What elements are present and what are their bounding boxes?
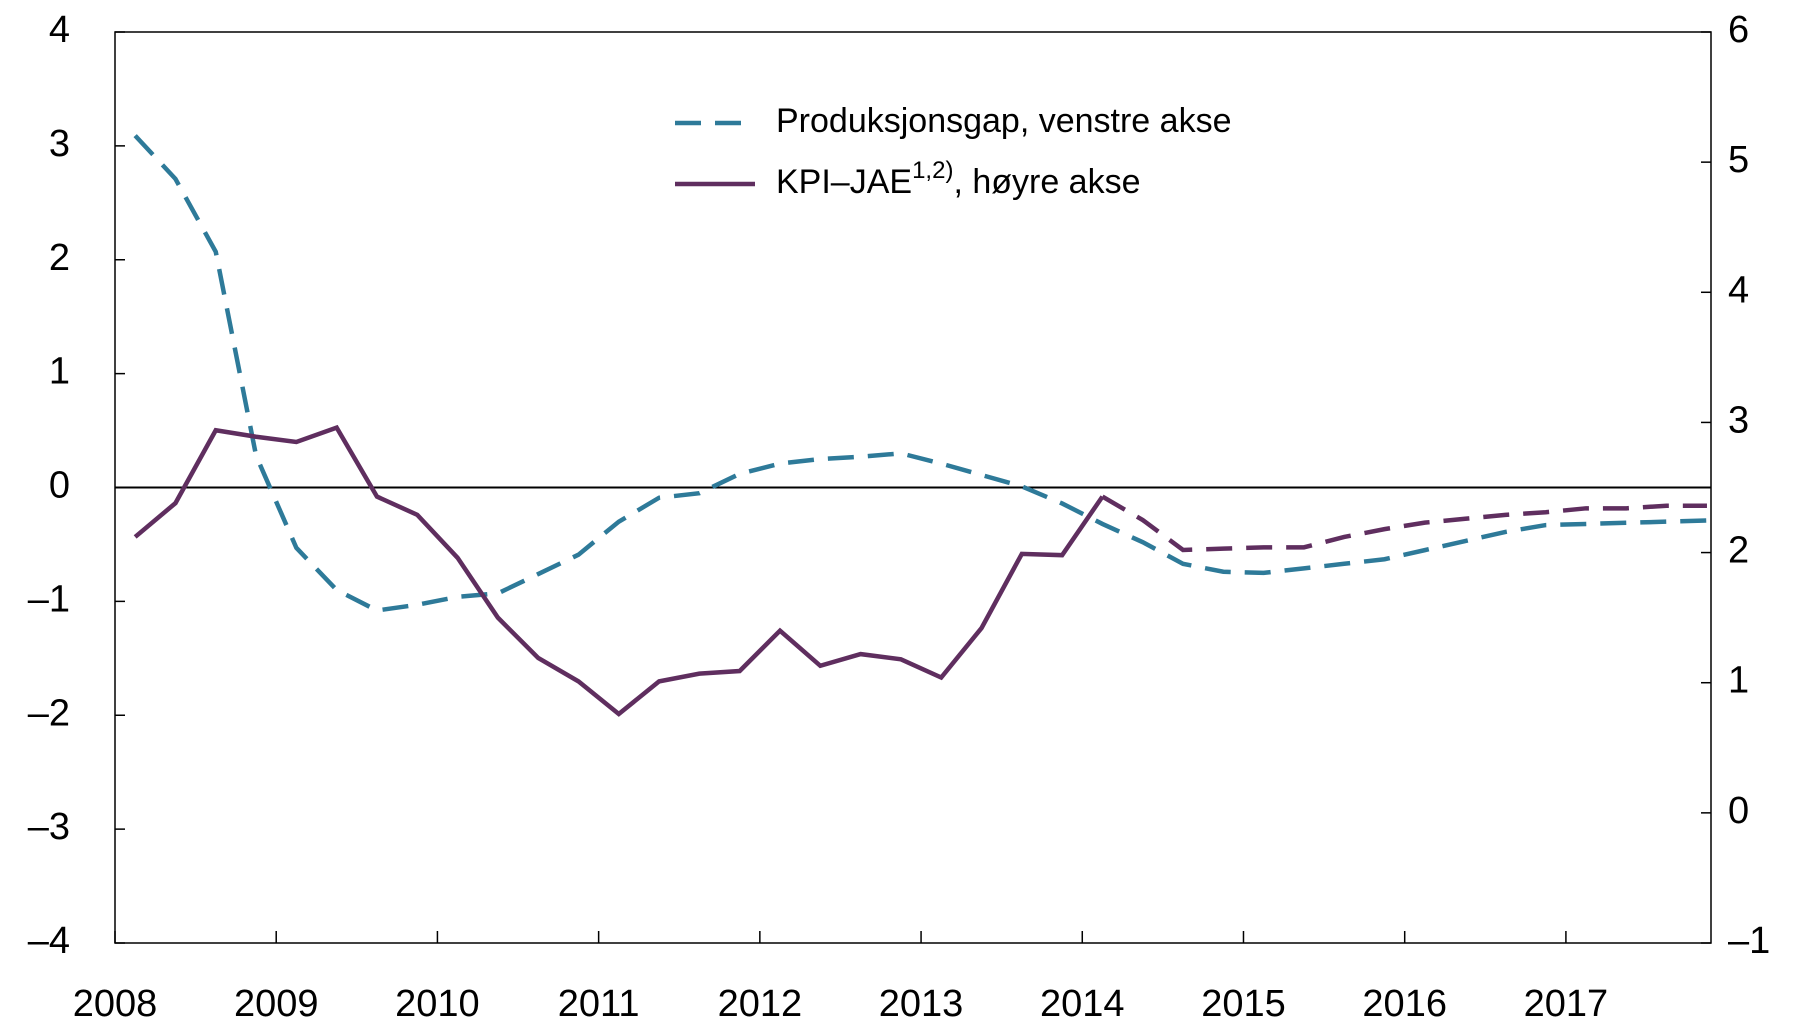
x-tick-label: 2012 — [718, 983, 803, 1025]
y-tick-label: 1 — [49, 351, 70, 393]
x-tick-label: 2014 — [1040, 983, 1125, 1025]
series-line — [1101, 494, 1707, 553]
y-tick-label: –1 — [28, 578, 70, 620]
series-line — [133, 134, 1708, 613]
y2-tick-label: 6 — [1728, 9, 1749, 51]
legend-sup: 1,2) — [912, 157, 953, 184]
y-tick-label: 4 — [49, 9, 70, 51]
series-line — [133, 424, 1105, 717]
y2-tick-label: 3 — [1728, 399, 1749, 441]
x-tick-label: 2010 — [395, 983, 480, 1025]
y-tick-label: –4 — [28, 920, 70, 962]
x-tick-label: 2013 — [879, 983, 964, 1025]
y-tick-label: 3 — [49, 123, 70, 165]
legend-label: Produksjonsgap, venstre akse — [776, 102, 1231, 140]
x-tick-label: 2016 — [1362, 983, 1447, 1025]
y-tick-label: 0 — [49, 465, 70, 507]
y-tick-label: –2 — [28, 692, 70, 734]
y2-tick-label: 5 — [1728, 139, 1749, 181]
x-tick-label: 2015 — [1201, 983, 1286, 1025]
y2-tick-label: –1 — [1728, 920, 1770, 962]
legend-name: Produksjonsgap, venstre akse — [776, 102, 1231, 140]
legend-name: KPI–JAE — [776, 163, 912, 201]
legend-suffix: , høyre akse — [953, 163, 1140, 201]
legend-label: KPI–JAE1,2), høyre akse — [776, 157, 1141, 201]
y2-tick-label: 1 — [1728, 660, 1749, 702]
y2-tick-label: 4 — [1728, 269, 1749, 311]
y2-tick-label: 0 — [1728, 790, 1749, 832]
x-tick-label: 2008 — [73, 983, 158, 1025]
y-tick-label: –3 — [28, 806, 70, 848]
x-tick-label: 2009 — [234, 983, 319, 1025]
x-tick-label: 2011 — [558, 983, 640, 1025]
y-tick-label: 2 — [49, 237, 70, 279]
y2-tick-label: 2 — [1728, 530, 1749, 572]
x-tick-label: 2017 — [1524, 983, 1609, 1025]
